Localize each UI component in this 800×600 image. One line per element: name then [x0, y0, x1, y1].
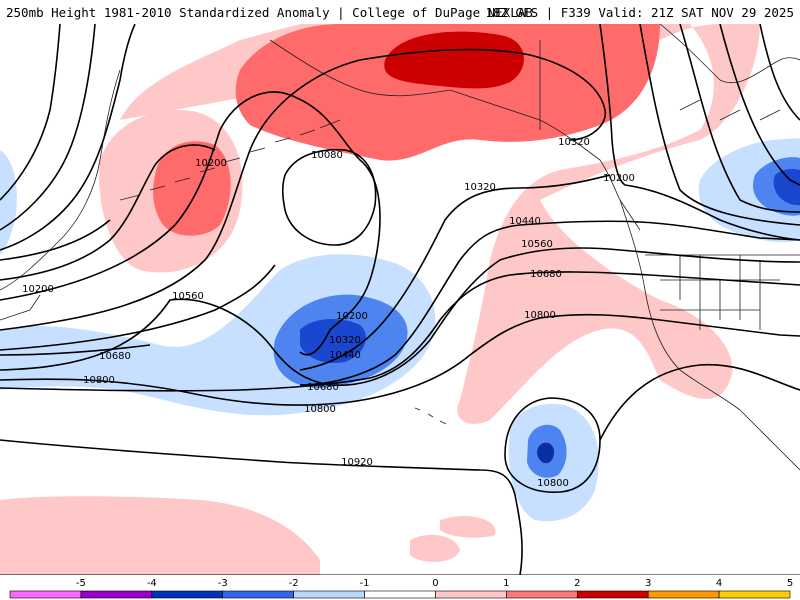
contour-label: 10560 — [172, 291, 204, 302]
legend-swatch — [293, 590, 365, 599]
positive-anomaly-region — [120, 24, 760, 424]
contour-10800 — [0, 313, 800, 406]
contour-10320 — [0, 48, 611, 371]
contour-10920 — [0, 439, 523, 575]
negative-anomaly-region — [0, 150, 17, 255]
contour-west-ridges — [0, 24, 136, 261]
positive-anomaly-region — [410, 534, 460, 562]
positive-anomaly-region — [440, 515, 496, 538]
legend-tick-label: 0 — [432, 578, 438, 589]
legend-tick-label: 3 — [645, 578, 651, 589]
legend-ticks: -5 -4 -3 -2 -1 0 1 2 3 4 5 — [76, 578, 793, 589]
contour-labels: 10200 10080 10320 10200 10320 10440 1056… — [22, 137, 635, 489]
positive-anomaly-core — [153, 141, 231, 236]
contour-east-ridges — [639, 24, 800, 226]
legend-swatch — [718, 590, 791, 599]
legend-swatch — [80, 590, 153, 599]
contour-label: 10800 — [83, 375, 115, 386]
contour-label: 10320 — [464, 182, 496, 193]
contour-label: 10800 — [524, 310, 556, 321]
model-run-info: 18Z GFS | F339 Valid: 21Z SAT NOV 29 202… — [485, 5, 794, 20]
legend-swatch — [222, 590, 294, 599]
contour-label: 10200 — [336, 311, 368, 322]
legend-bar — [9, 590, 791, 599]
contour-10200-west — [0, 144, 216, 281]
contour-label: 10200 — [22, 284, 54, 295]
contour-label: 10560 — [521, 239, 553, 250]
color-legend: -5 -4 -3 -2 -1 0 1 2 3 4 5 — [9, 578, 793, 599]
contour-10800-closed — [504, 363, 800, 493]
legend-swatch — [151, 590, 224, 599]
north-america-west-coast — [619, 199, 800, 471]
contour-label: 10200 — [603, 173, 635, 184]
contour-label: 10800 — [537, 478, 569, 489]
positive-anomaly-region — [0, 496, 320, 575]
hawaii-islands — [414, 407, 447, 425]
legend-swatch — [647, 590, 720, 599]
contour-10080 — [281, 148, 377, 246]
contour-label: 10200 — [195, 158, 227, 169]
legend-tick-label: 4 — [716, 578, 722, 589]
contour-label: 10080 — [311, 150, 343, 161]
legend-swatch — [364, 590, 436, 599]
strong-negative-anomaly — [537, 442, 555, 464]
contour-label: 10920 — [341, 457, 373, 468]
legend-tick-label: -2 — [289, 578, 299, 589]
legend-swatch — [506, 590, 578, 599]
legend-tick-label: 1 — [503, 578, 509, 589]
legend-tick-label: -3 — [218, 578, 228, 589]
contour-label: 10440 — [329, 350, 361, 361]
contour-label: 10320 — [558, 137, 590, 148]
anomaly-map: 10200 10080 10320 10200 10320 10440 1056… — [0, 24, 800, 575]
anomaly-shading — [0, 24, 800, 575]
contour-label: 10680 — [307, 382, 339, 393]
legend-swatch — [576, 590, 649, 599]
legend-swatch — [9, 590, 82, 599]
contour-label: 10800 — [304, 404, 336, 415]
contour-10560 — [0, 247, 800, 387]
header: 250mb Height 1981-2010 Standardized Anom… — [0, 0, 800, 24]
height-contours — [0, 24, 800, 575]
contour-label: 10440 — [509, 216, 541, 227]
map-title: 250mb Height 1981-2010 Standardized Anom… — [6, 5, 533, 20]
legend-tick-label: -1 — [360, 578, 370, 589]
contour-label: 10680 — [99, 351, 131, 362]
strong-negative-anomaly — [773, 168, 800, 206]
legend-tick-label: -5 — [76, 578, 86, 589]
legend-tick-label: 5 — [787, 578, 793, 589]
contour-10680 — [0, 271, 800, 392]
contour-east-10200 — [599, 24, 800, 241]
legend-tick-label: 2 — [574, 578, 580, 589]
contour-10200 — [0, 91, 381, 356]
contour-label: 10680 — [530, 269, 562, 280]
asia-coastline — [0, 69, 121, 321]
contour-10440 — [0, 220, 800, 386]
legend-tick-label: -4 — [147, 578, 157, 589]
canada-coastline — [659, 24, 800, 121]
strong-positive-anomaly — [384, 31, 524, 89]
alaska-coastline — [269, 39, 641, 231]
legend-swatch — [435, 590, 507, 599]
contour-label: 10320 — [329, 335, 361, 346]
positive-anomaly-core — [235, 24, 660, 161]
